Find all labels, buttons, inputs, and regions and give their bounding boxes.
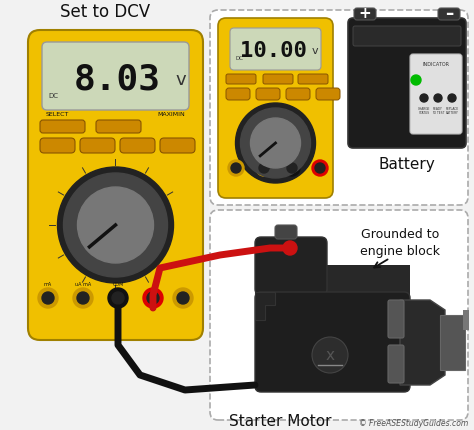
Circle shape: [315, 163, 325, 173]
FancyBboxPatch shape: [96, 120, 141, 133]
FancyBboxPatch shape: [210, 210, 468, 420]
FancyBboxPatch shape: [388, 345, 404, 383]
Text: CHARGE
STATUS: CHARGE STATUS: [418, 107, 430, 115]
Bar: [463, 310, 469, 330]
Text: +: +: [359, 6, 371, 22]
Polygon shape: [440, 315, 465, 370]
Circle shape: [108, 288, 128, 308]
Circle shape: [284, 160, 300, 176]
FancyBboxPatch shape: [40, 138, 75, 153]
Circle shape: [147, 292, 159, 304]
FancyBboxPatch shape: [256, 88, 280, 100]
Text: DC: DC: [48, 93, 58, 99]
Text: Battery: Battery: [379, 157, 436, 172]
Text: v: v: [176, 71, 186, 89]
Text: 8.03: 8.03: [74, 63, 161, 97]
FancyBboxPatch shape: [316, 88, 340, 100]
Text: Starter Motor: Starter Motor: [229, 415, 331, 430]
Circle shape: [256, 160, 272, 176]
Circle shape: [64, 173, 167, 277]
FancyBboxPatch shape: [40, 120, 85, 133]
Circle shape: [259, 163, 269, 173]
Text: READY
TO TEST: READY TO TEST: [432, 107, 444, 115]
Text: Set to DCV: Set to DCV: [61, 3, 151, 21]
FancyBboxPatch shape: [80, 138, 115, 153]
Text: COM: COM: [112, 282, 124, 286]
Polygon shape: [255, 292, 275, 320]
FancyBboxPatch shape: [218, 18, 333, 198]
FancyBboxPatch shape: [438, 8, 460, 20]
Circle shape: [143, 288, 163, 308]
Circle shape: [434, 94, 442, 102]
Circle shape: [73, 288, 93, 308]
FancyBboxPatch shape: [226, 74, 256, 84]
Text: SELECT: SELECT: [46, 113, 69, 117]
Circle shape: [78, 187, 154, 263]
FancyBboxPatch shape: [353, 26, 461, 46]
FancyBboxPatch shape: [226, 88, 250, 100]
Circle shape: [173, 288, 193, 308]
Circle shape: [42, 292, 54, 304]
FancyBboxPatch shape: [298, 74, 328, 84]
Text: DC: DC: [236, 55, 244, 61]
FancyBboxPatch shape: [28, 30, 203, 340]
Circle shape: [283, 241, 297, 255]
FancyBboxPatch shape: [388, 300, 404, 338]
Circle shape: [77, 292, 89, 304]
Text: INDICATOR: INDICATOR: [422, 61, 449, 67]
Circle shape: [287, 163, 297, 173]
Circle shape: [411, 75, 421, 85]
Circle shape: [228, 160, 244, 176]
Text: REPLACE
BATTERY: REPLACE BATTERY: [446, 107, 459, 115]
Circle shape: [448, 94, 456, 102]
Circle shape: [177, 292, 189, 304]
FancyBboxPatch shape: [230, 28, 321, 70]
FancyBboxPatch shape: [255, 237, 327, 295]
FancyBboxPatch shape: [348, 18, 466, 148]
Text: © FreeASEStudyGuides.com: © FreeASEStudyGuides.com: [359, 420, 468, 429]
Circle shape: [250, 118, 301, 168]
Text: MAXIMIN: MAXIMIN: [157, 113, 185, 117]
Circle shape: [57, 167, 173, 283]
FancyBboxPatch shape: [410, 54, 462, 134]
FancyBboxPatch shape: [286, 88, 310, 100]
Circle shape: [236, 103, 316, 183]
FancyBboxPatch shape: [263, 74, 293, 84]
Text: v: v: [312, 46, 319, 56]
Circle shape: [240, 108, 310, 178]
Polygon shape: [400, 300, 445, 385]
Circle shape: [312, 337, 348, 373]
FancyBboxPatch shape: [275, 225, 297, 239]
FancyBboxPatch shape: [42, 42, 189, 110]
Text: uA mA: uA mA: [75, 282, 91, 286]
Text: –: –: [445, 5, 453, 23]
FancyBboxPatch shape: [120, 138, 155, 153]
FancyBboxPatch shape: [354, 8, 376, 20]
Circle shape: [38, 288, 58, 308]
Text: x: x: [326, 347, 335, 362]
FancyBboxPatch shape: [210, 10, 468, 205]
Circle shape: [112, 292, 124, 304]
Text: Grounded to
engine block: Grounded to engine block: [360, 227, 440, 258]
FancyBboxPatch shape: [255, 265, 410, 295]
Circle shape: [420, 94, 428, 102]
Circle shape: [312, 160, 328, 176]
Circle shape: [231, 163, 241, 173]
FancyBboxPatch shape: [160, 138, 195, 153]
FancyBboxPatch shape: [255, 292, 410, 392]
Text: 10.00: 10.00: [240, 41, 307, 61]
Text: mA: mA: [44, 282, 52, 286]
